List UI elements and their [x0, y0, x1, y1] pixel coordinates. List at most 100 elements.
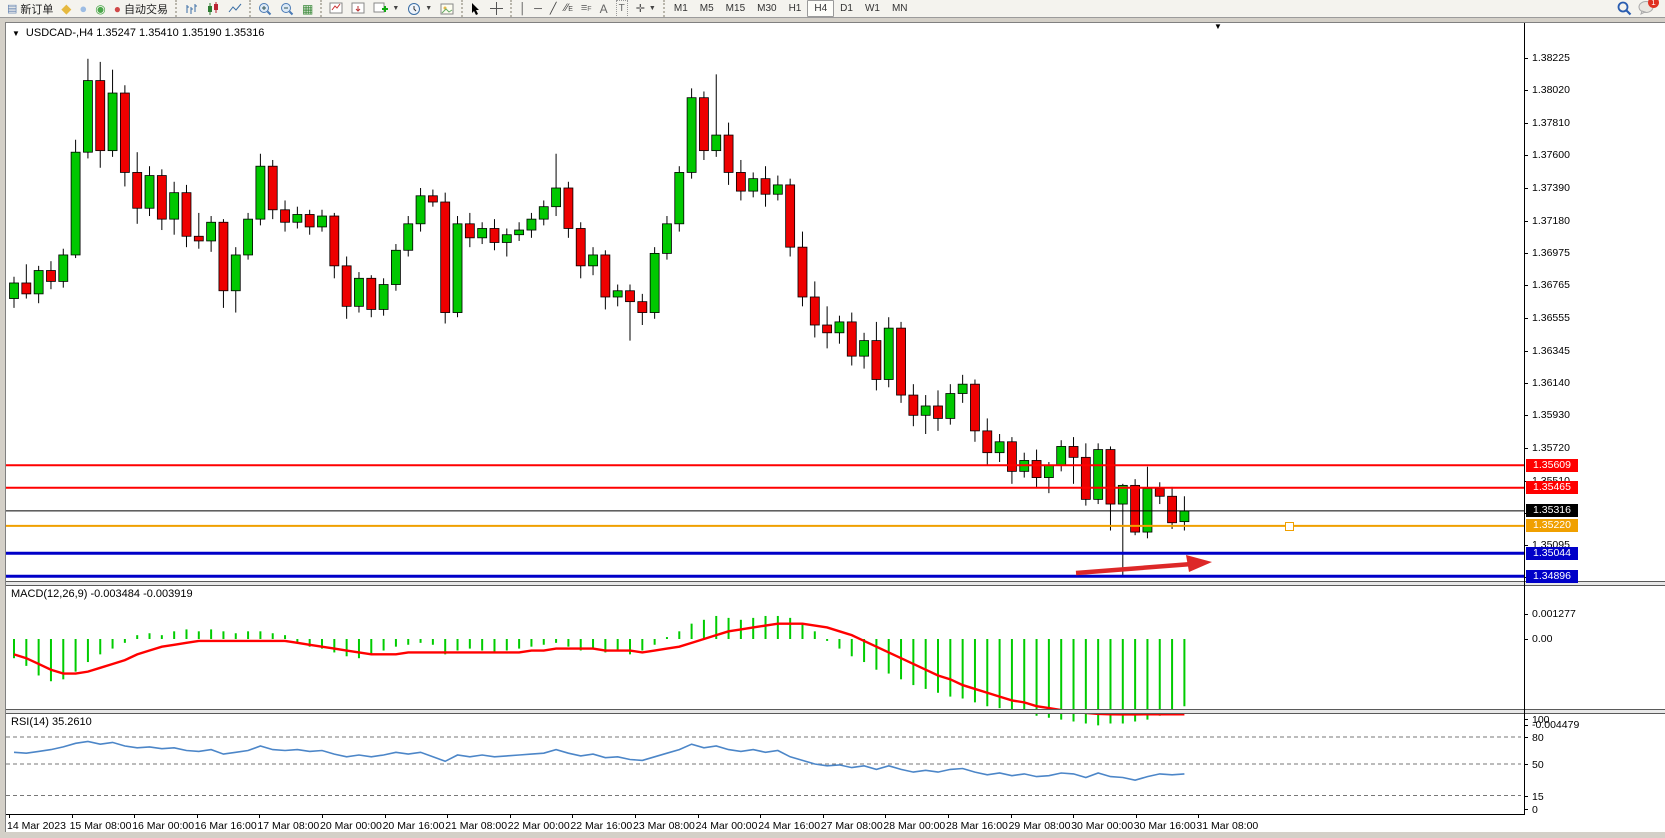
shapes-button[interactable]: ✛ ▼: [632, 1, 660, 17]
candle-bearish[interactable]: [809, 296, 820, 326]
candle-bearish[interactable]: [329, 215, 340, 267]
price-chart[interactable]: [6, 23, 1525, 583]
candle-bullish[interactable]: [83, 80, 93, 153]
candle-bearish[interactable]: [427, 195, 438, 203]
candle-bullish[interactable]: [1093, 449, 1104, 500]
candle-bullish[interactable]: [107, 92, 118, 152]
panel-splitter[interactable]: [6, 581, 1665, 586]
bar-chart-button[interactable]: [180, 1, 202, 17]
time-axis-label[interactable]: 28 Mar 00:00: [883, 820, 946, 832]
time-axis-label[interactable]: 31 Mar 08:00: [1196, 820, 1259, 832]
candle-bullish[interactable]: [243, 218, 253, 256]
time-axis-label[interactable]: 30 Mar 16:00: [1133, 820, 1196, 832]
candle-bearish[interactable]: [280, 209, 290, 223]
candle-bullish[interactable]: [415, 195, 426, 225]
candle-bullish[interactable]: [526, 218, 537, 231]
trend-arrow-head[interactable]: [1186, 555, 1212, 572]
candle-bullish[interactable]: [772, 184, 783, 195]
timeframe-w1[interactable]: W1: [864, 3, 880, 14]
candle-bearish[interactable]: [896, 327, 906, 396]
candle-bullish[interactable]: [920, 405, 931, 416]
candle-bearish[interactable]: [970, 383, 980, 432]
candle-bullish[interactable]: [452, 223, 463, 313]
candle-bearish[interactable]: [304, 214, 315, 228]
candle-bullish[interactable]: [994, 441, 1005, 454]
time-axis-label[interactable]: 22 Mar 00:00: [507, 820, 570, 832]
candle-bullish[interactable]: [378, 284, 389, 310]
zoom-in-button[interactable]: [254, 1, 276, 17]
candle-bearish[interactable]: [625, 290, 635, 303]
candle-bearish[interactable]: [464, 223, 475, 239]
candle-bullish[interactable]: [1179, 510, 1190, 523]
trend-arrow-shaft[interactable]: [1075, 561, 1193, 576]
candle-bullish[interactable]: [748, 178, 759, 192]
candle-bearish[interactable]: [366, 277, 377, 310]
candle-bearish[interactable]: [341, 265, 352, 307]
candle-bullish[interactable]: [834, 321, 845, 334]
candle-bullish[interactable]: [33, 270, 44, 295]
candle-bullish[interactable]: [588, 254, 598, 267]
candle-bearish[interactable]: [489, 228, 500, 243]
candle-bearish[interactable]: [760, 178, 771, 195]
candle-bearish[interactable]: [1105, 449, 1116, 505]
data-window-button[interactable]: [347, 1, 369, 17]
candle-bullish[interactable]: [1043, 464, 1054, 478]
candle-bearish[interactable]: [563, 187, 574, 229]
rsi-panel[interactable]: [6, 712, 1525, 813]
candle-bullish[interactable]: [1056, 446, 1067, 466]
crosshair-button[interactable]: [486, 1, 507, 17]
timeframe-m5[interactable]: M5: [699, 3, 714, 14]
timeframe-m1[interactable]: M1: [673, 3, 688, 14]
vertical-line-button[interactable]: │: [515, 1, 530, 17]
time-axis-label[interactable]: 27 Mar 08:00: [820, 820, 883, 832]
candle-bullish[interactable]: [354, 277, 364, 307]
indicators-window-button[interactable]: [325, 1, 347, 17]
time-axis-label[interactable]: 16 Mar 00:00: [132, 820, 195, 832]
candle-bearish[interactable]: [982, 430, 993, 454]
signals-button[interactable]: ◉: [91, 1, 109, 17]
chart-shift-marker[interactable]: ▼: [1214, 22, 1222, 31]
candle-bearish[interactable]: [785, 184, 796, 248]
candle-bullish[interactable]: [883, 327, 894, 380]
cloud-button[interactable]: ●: [75, 1, 91, 17]
candle-bullish[interactable]: [144, 175, 155, 209]
candle-bullish[interactable]: [649, 252, 660, 313]
candle-bearish[interactable]: [1007, 441, 1017, 472]
horizontal-line-button[interactable]: ─: [530, 1, 546, 17]
candle-bullish[interactable]: [1117, 484, 1128, 505]
candle-bullish[interactable]: [538, 206, 549, 220]
candle-bearish[interactable]: [575, 228, 586, 267]
auto-trading-button[interactable]: ● 自动交易: [110, 1, 172, 17]
candle-bullish[interactable]: [255, 165, 266, 220]
add-indicator-button[interactable]: ▼: [369, 1, 403, 17]
candle-bullish[interactable]: [711, 134, 722, 152]
time-axis-label[interactable]: 24 Mar 16:00: [758, 820, 821, 832]
candle-bullish[interactable]: [206, 221, 217, 242]
candle-bullish[interactable]: [58, 254, 69, 282]
candle-bullish[interactable]: [292, 214, 303, 223]
timeframe-mn[interactable]: MN: [891, 3, 908, 14]
timeframe-m30[interactable]: M30: [757, 3, 777, 14]
shapes-dropdown[interactable]: ▼: [648, 5, 656, 12]
time-axis-label[interactable]: 21 Mar 08:00: [445, 820, 508, 832]
panel-splitter-2[interactable]: [6, 709, 1665, 714]
time-axis-label[interactable]: 20 Mar 16:00: [382, 820, 445, 832]
candle-bearish[interactable]: [119, 92, 130, 173]
candle-bearish[interactable]: [1068, 446, 1079, 458]
candle-bearish[interactable]: [797, 246, 808, 298]
orange-line-handle[interactable]: [1285, 521, 1294, 531]
candle-bullish[interactable]: [501, 234, 512, 243]
cursor-button[interactable]: [466, 1, 486, 17]
candle-bullish[interactable]: [9, 282, 19, 299]
text-label-button[interactable]: T: [612, 0, 632, 18]
candle-bearish[interactable]: [637, 301, 648, 313]
candle-bullish[interactable]: [477, 228, 488, 239]
candle-chart-button[interactable]: [202, 1, 224, 17]
timeframe-h4[interactable]: H4: [807, 0, 835, 17]
candle-bearish[interactable]: [735, 172, 746, 192]
timeframe-d1[interactable]: D1: [840, 3, 853, 14]
candle-bullish[interactable]: [686, 97, 697, 173]
candle-bullish[interactable]: [169, 192, 180, 220]
candle-bearish[interactable]: [699, 97, 709, 152]
candle-bullish[interactable]: [514, 229, 525, 236]
